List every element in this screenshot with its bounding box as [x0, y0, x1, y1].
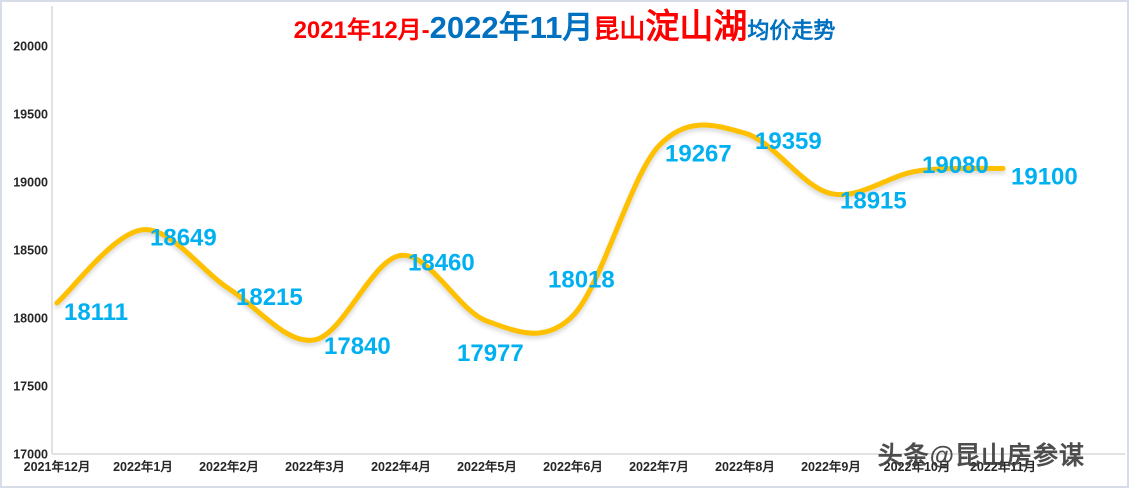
x-axis-tick-label: 2022年5月 [457, 459, 517, 474]
y-axis-tick-label: 18000 [13, 312, 48, 326]
y-axis-tick-label: 17500 [13, 380, 48, 394]
x-axis-tick-label: 2022年6月 [543, 459, 603, 474]
data-point-label: 19359 [755, 128, 822, 155]
data-point-label: 18915 [840, 188, 907, 215]
chart-title: 2021年12月-2022年11月昆山淀山湖均价走势 [2, 10, 1127, 44]
x-axis-tick-label: 2022年1月 [113, 459, 173, 474]
data-point-label: 19080 [922, 152, 989, 179]
x-axis-tick-label: 2022年7月 [629, 459, 689, 474]
x-axis-tick-label: 2021年12月 [24, 459, 91, 474]
trend-line [54, 122, 1006, 343]
y-axis-tick-label: 17000 [13, 448, 48, 462]
x-axis-tick-label: 2022年9月 [801, 459, 861, 474]
data-point-label: 18215 [236, 284, 303, 311]
x-axis-tick-label: 2022年11月 [970, 459, 1036, 474]
title-range-end: 2022年11月 [429, 10, 594, 45]
x-axis-tick-label: 2022年8月 [715, 459, 775, 474]
x-axis-tick-label: 2022年10月 [884, 459, 951, 474]
y-axis-tick-label: 19500 [13, 108, 48, 122]
data-point-label: 17977 [457, 340, 524, 367]
data-point-label: 17840 [324, 333, 391, 360]
y-axis-tick-label: 18500 [13, 244, 48, 258]
data-point-label: 18111 [64, 299, 128, 326]
data-point-label: 18649 [150, 225, 217, 252]
data-point-label: 18018 [548, 267, 615, 294]
x-axis-tick-label: 2022年3月 [285, 459, 345, 474]
y-axis-tick-label: 19000 [13, 176, 48, 190]
data-point-label: 19267 [665, 141, 732, 168]
data-point-label: 18460 [408, 249, 475, 276]
title-metric: 均价走势 [747, 18, 836, 43]
watermark-toutiao: 头条@昆山房参谋 [877, 442, 1085, 470]
title-district: 淀山湖 [645, 8, 748, 46]
title-range-start: 2021年12月- [293, 17, 430, 44]
y-axis-tick-label: 20000 [13, 40, 48, 54]
title-city: 昆山 [593, 14, 646, 44]
x-axis-tick-label: 2022年2月 [199, 459, 259, 474]
data-point-label: 19100 [1011, 163, 1078, 190]
x-axis-tick-label: 2022年4月 [371, 459, 431, 474]
